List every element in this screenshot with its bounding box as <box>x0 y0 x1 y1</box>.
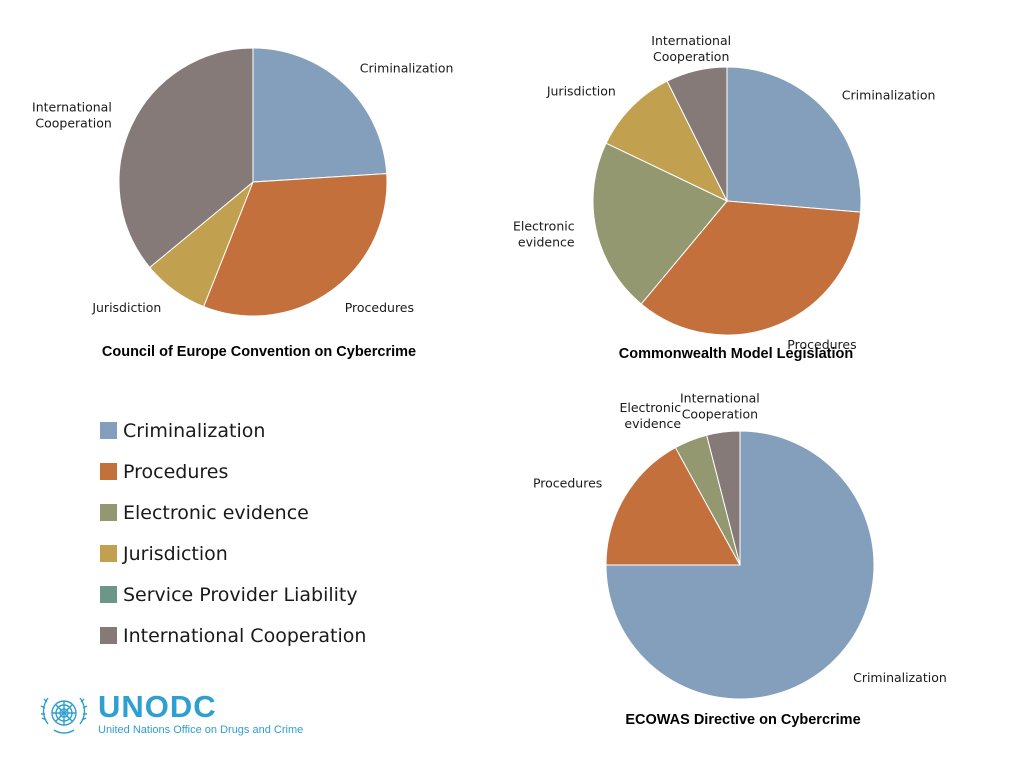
slice-label-criminalization: Criminalization <box>853 670 947 685</box>
legend-label: Criminalization <box>123 419 266 442</box>
slice-label-electronic-evidence: Electronic evidence <box>513 218 575 249</box>
slice-label-procedures: Procedures <box>787 337 856 352</box>
pie-commonwealth: Criminalization Procedures Electronic evide… <box>513 33 936 362</box>
legend-label: International Cooperation <box>123 624 367 647</box>
legend-item-jurisdiction: Jurisdiction <box>100 533 366 574</box>
legend-item-procedures: Procedures <box>100 451 366 492</box>
slice-label-jurisdiction: Jurisdiction <box>91 300 161 315</box>
logo-subtitle: United Nations Office on Drugs and Crime <box>98 724 304 736</box>
slice-label-procedures: Procedures <box>533 476 602 491</box>
legend-item-international-cooperation: International Cooperation <box>100 615 366 656</box>
pie-slice-jurisdiction <box>605 80 729 203</box>
pie-slice-procedures <box>203 173 388 317</box>
legend-label: Service Provider Liability <box>123 583 358 606</box>
logo-name: UNODC <box>98 689 217 724</box>
pie-slice-international-cooperation <box>666 66 728 202</box>
pie-council-of-europe: Criminalization Procedures Jurisdiction Int… <box>32 47 454 360</box>
legend: Criminalization Procedures Electronic ev… <box>100 410 366 656</box>
chart-title: Council of Europe Convention on Cybercri… <box>102 344 416 360</box>
legend-item-service-provider-liability: Service Provider Liability <box>100 574 366 615</box>
slice-label-procedures: Procedures <box>345 300 414 315</box>
pie-slice-criminalization <box>726 66 862 213</box>
legend-swatch <box>100 586 117 603</box>
pie-slice-international-cooperation <box>706 430 741 566</box>
legend-swatch <box>100 545 117 562</box>
chart-title: ECOWAS Directive on Cybercrime <box>625 712 860 728</box>
slice-label-criminalization: Criminalization <box>360 60 454 75</box>
legend-label: Procedures <box>123 460 229 483</box>
unodc-logo: UNODC United Nations Office on Drugs and… <box>38 690 303 738</box>
legend-label: Electronic evidence <box>123 501 309 524</box>
slice-label-international-cooperation: International Cooperation <box>680 390 760 421</box>
un-emblem-icon <box>40 697 88 734</box>
pie-slice-criminalization <box>252 47 388 183</box>
legend-item-criminalization: Criminalization <box>100 410 366 451</box>
legend-swatch <box>100 504 117 521</box>
pie-ecowas: Criminalization Procedures Electronic evide… <box>533 390 947 728</box>
legend-item-electronic-evidence: Electronic evidence <box>100 492 366 533</box>
pie-slice-electronic-evidence <box>592 142 728 305</box>
legend-swatch <box>100 463 117 480</box>
pie-slice-international-cooperation <box>118 47 254 269</box>
legend-label: Jurisdiction <box>123 542 228 565</box>
slice-label-electronic-evidence: Electronic evidence <box>619 400 681 431</box>
chart-title: Commonwealth Model Legislation <box>619 346 853 362</box>
slice-label-international-cooperation: International Cooperation <box>32 100 112 131</box>
slice-label-jurisdiction: Jurisdiction <box>546 84 616 99</box>
pie-slice-procedures <box>605 446 741 566</box>
legend-swatch <box>100 422 117 439</box>
slice-label-international-cooperation: International Cooperation <box>651 33 731 64</box>
pie-slice-procedures <box>640 200 862 336</box>
slice-label-criminalization: Criminalization <box>842 87 936 102</box>
legend-swatch <box>100 627 117 644</box>
